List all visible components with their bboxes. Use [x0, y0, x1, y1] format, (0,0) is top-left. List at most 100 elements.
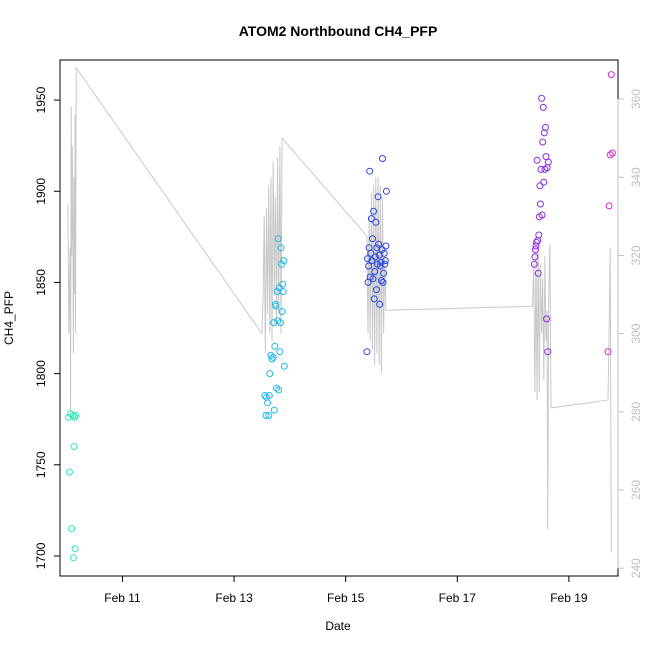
data-point: [270, 319, 278, 327]
data-point: [279, 288, 287, 296]
data-point: [270, 406, 278, 414]
data-point: [374, 193, 382, 201]
data-point: [71, 545, 79, 553]
data-point: [370, 295, 378, 303]
data-point: [68, 525, 76, 533]
data-point: [536, 200, 544, 208]
data-point: [604, 348, 612, 356]
data-point: [69, 554, 77, 562]
y2-tick-label: 340: [629, 167, 643, 187]
data-point: [276, 319, 284, 327]
plot-area: [59, 59, 619, 577]
data-point: [531, 246, 539, 254]
data-point: [542, 124, 549, 131]
data-point: [372, 286, 380, 294]
data-point: [369, 235, 376, 243]
data-point: [371, 268, 379, 275]
data-point: [376, 300, 384, 308]
chart-title: ATOM2 Northbound CH4_PFP: [239, 23, 438, 39]
data-point: [534, 237, 542, 244]
data-point: [380, 269, 388, 277]
data-point: [381, 257, 389, 265]
data-point: [273, 384, 280, 392]
data-point: [272, 302, 280, 310]
x-axis-label: Date: [325, 619, 351, 633]
data-point: [69, 412, 77, 419]
data-point: [605, 202, 613, 210]
data-point: [265, 392, 273, 399]
y2-tick-label: 320: [629, 245, 643, 265]
data-point: [607, 71, 615, 79]
y-tick-label: 1950: [34, 86, 48, 113]
data-point: [367, 249, 375, 257]
data-point: [274, 235, 282, 243]
data-point: [541, 165, 549, 173]
data-point: [267, 351, 275, 359]
data-point: [536, 182, 544, 190]
data-point: [544, 158, 552, 166]
data-point: [376, 262, 384, 270]
y-tick-label: 1900: [34, 178, 48, 205]
data-point: [379, 155, 386, 162]
y-tick-label: 1750: [34, 451, 48, 478]
data-point: [369, 275, 377, 283]
data-point: [278, 260, 285, 268]
data-point: [367, 215, 375, 223]
x-tick-label: Feb 15: [327, 591, 365, 605]
data-point: [382, 187, 390, 195]
y-tick-label: 1800: [34, 360, 48, 387]
data-point: [381, 260, 389, 268]
y2-tick-label: 360: [629, 89, 643, 109]
data-point: [262, 412, 270, 419]
data-point: [382, 242, 390, 250]
data-point: [363, 348, 371, 356]
data-point: [538, 211, 546, 219]
data-point: [277, 244, 285, 252]
y2-tick-label: 280: [629, 401, 643, 421]
x-tick-label: Feb 13: [215, 591, 253, 605]
data-point: [365, 262, 373, 270]
y2-tick-label: 260: [629, 480, 643, 500]
data-point: [608, 149, 616, 157]
data-point: [261, 392, 269, 399]
data-point: [280, 362, 288, 370]
x-tick-label: Feb 19: [550, 591, 588, 605]
data-point: [380, 249, 388, 257]
data-point: [70, 443, 78, 450]
data-point: [370, 207, 378, 215]
data-point: [276, 348, 284, 356]
data-point: [606, 151, 614, 159]
y-axis-label: CH4_PFP: [2, 291, 16, 345]
data-point: [540, 178, 548, 186]
data-point: [530, 260, 538, 268]
data-point: [539, 138, 547, 146]
data-point: [533, 238, 540, 246]
data-point: [378, 246, 386, 254]
data-point: [544, 348, 552, 356]
data-point: [377, 277, 385, 285]
data-point: [531, 253, 539, 261]
data-point: [278, 308, 286, 316]
y-axis: 1700 1750 1800 1850 1900 1950: [34, 86, 60, 569]
data-point: [271, 342, 279, 350]
data-point: [539, 103, 547, 111]
altitude-line: [67, 66, 612, 553]
data-point: [535, 231, 543, 239]
data-point: [366, 167, 374, 175]
data-point: [269, 353, 277, 361]
data-point: [372, 218, 380, 226]
data-point: [537, 165, 545, 173]
data-point: [543, 315, 551, 323]
data-point: [279, 280, 287, 288]
x-tick-label: Feb 17: [439, 591, 477, 605]
x-axis: Feb 11 Feb 13 Feb 15 Feb 17 Feb 19: [104, 576, 588, 605]
data-point: [266, 370, 274, 378]
data-point: [371, 253, 379, 261]
data-point: [264, 399, 272, 407]
data-point: [377, 258, 385, 266]
data-point: [265, 412, 273, 419]
data-point: [538, 94, 546, 102]
y2-axis: 240 260 280 300 320 340 360: [617, 89, 643, 578]
data-point: [268, 355, 276, 363]
